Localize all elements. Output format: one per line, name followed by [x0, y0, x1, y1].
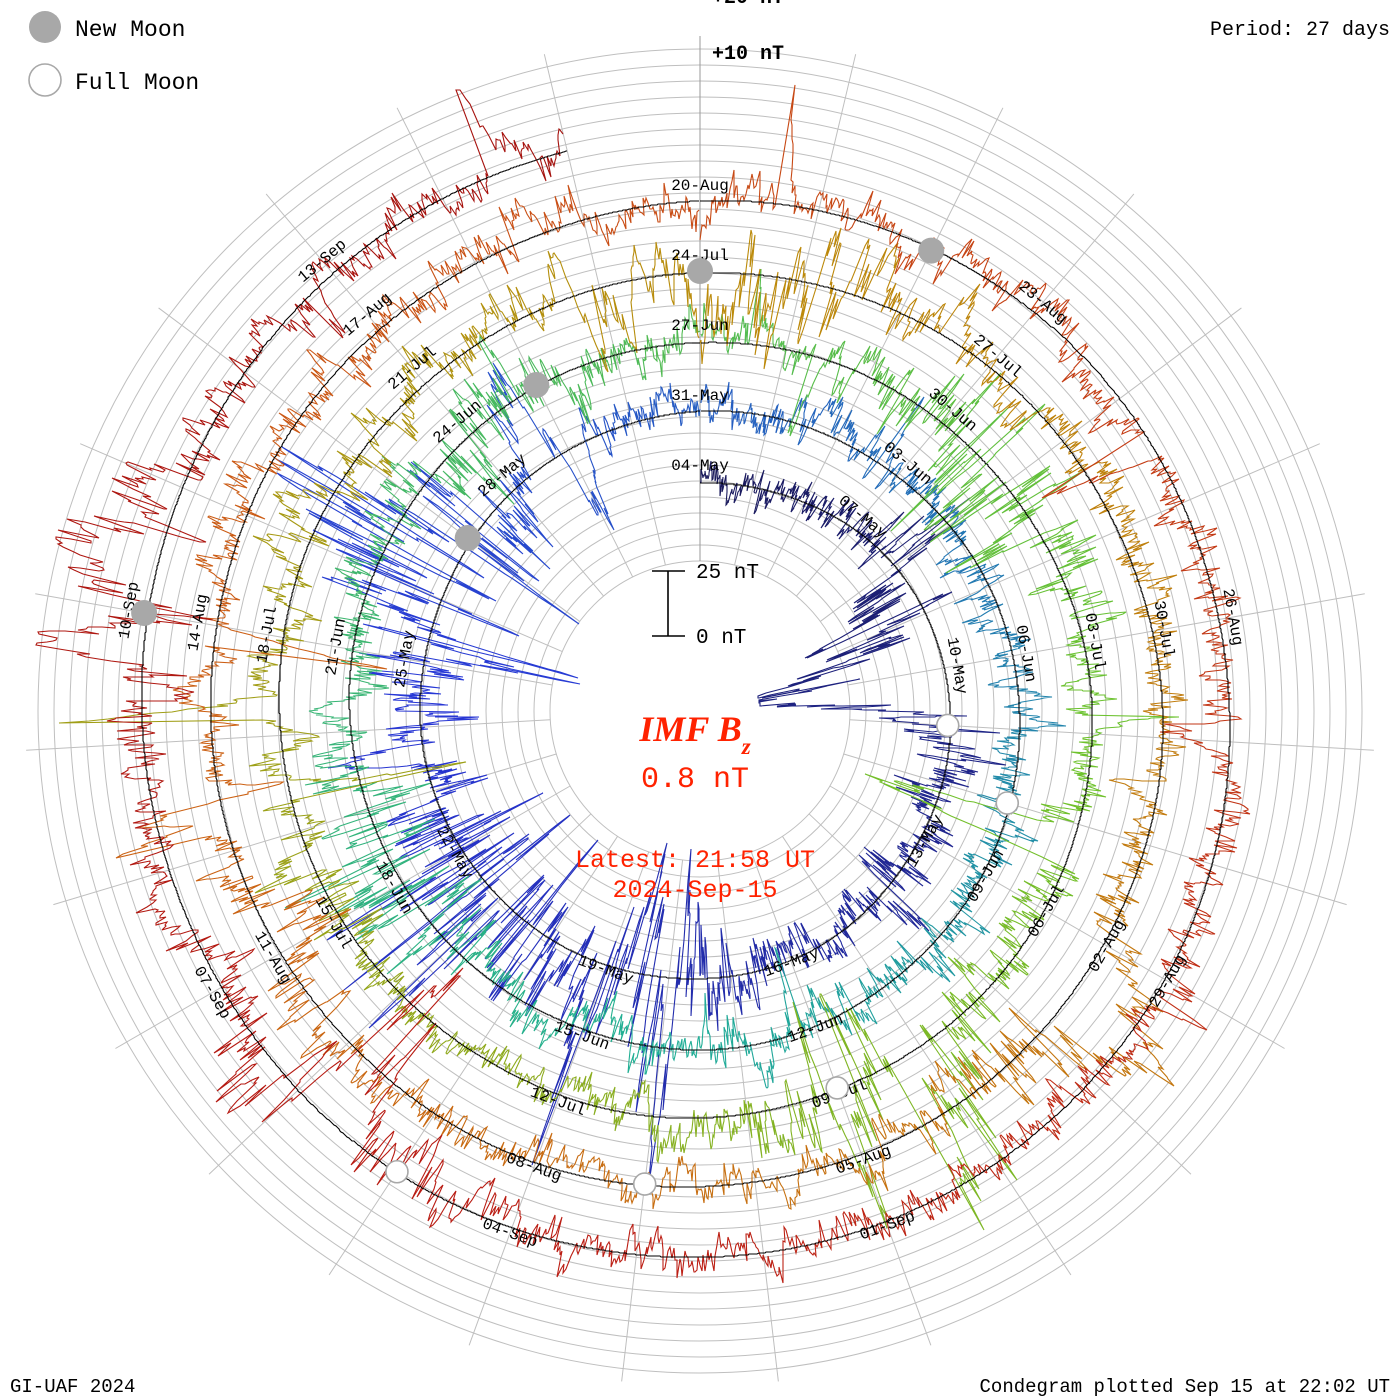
svg-text:0 nT: 0 nT: [696, 627, 746, 650]
svg-text:New Moon: New Moon: [75, 17, 185, 43]
svg-text:Condegram plotted Sep 15 at 22: Condegram plotted Sep 15 at 22:02 UT: [980, 1376, 1390, 1398]
svg-text:20-Aug: 20-Aug: [671, 177, 729, 195]
svg-text:+10 nT: +10 nT: [712, 43, 784, 66]
svg-text:27-Jun: 27-Jun: [671, 317, 729, 335]
svg-text:0.8 nT: 0.8 nT: [641, 763, 749, 797]
svg-text:Period: 27 days: Period: 27 days: [1210, 19, 1390, 42]
svg-text:25 nT: 25 nT: [696, 562, 759, 585]
svg-text:Full Moon: Full Moon: [75, 70, 199, 96]
svg-text:31-May: 31-May: [671, 387, 729, 405]
svg-text:+20 nT: +20 nT: [712, 0, 784, 10]
svg-text:Latest: 21:58 UT: Latest: 21:58 UT: [575, 846, 815, 875]
svg-text:GI-UAF 2024: GI-UAF 2024: [10, 1376, 135, 1398]
svg-text:04-May: 04-May: [671, 457, 729, 475]
svg-text:2024-Sep-15: 2024-Sep-15: [612, 876, 777, 905]
